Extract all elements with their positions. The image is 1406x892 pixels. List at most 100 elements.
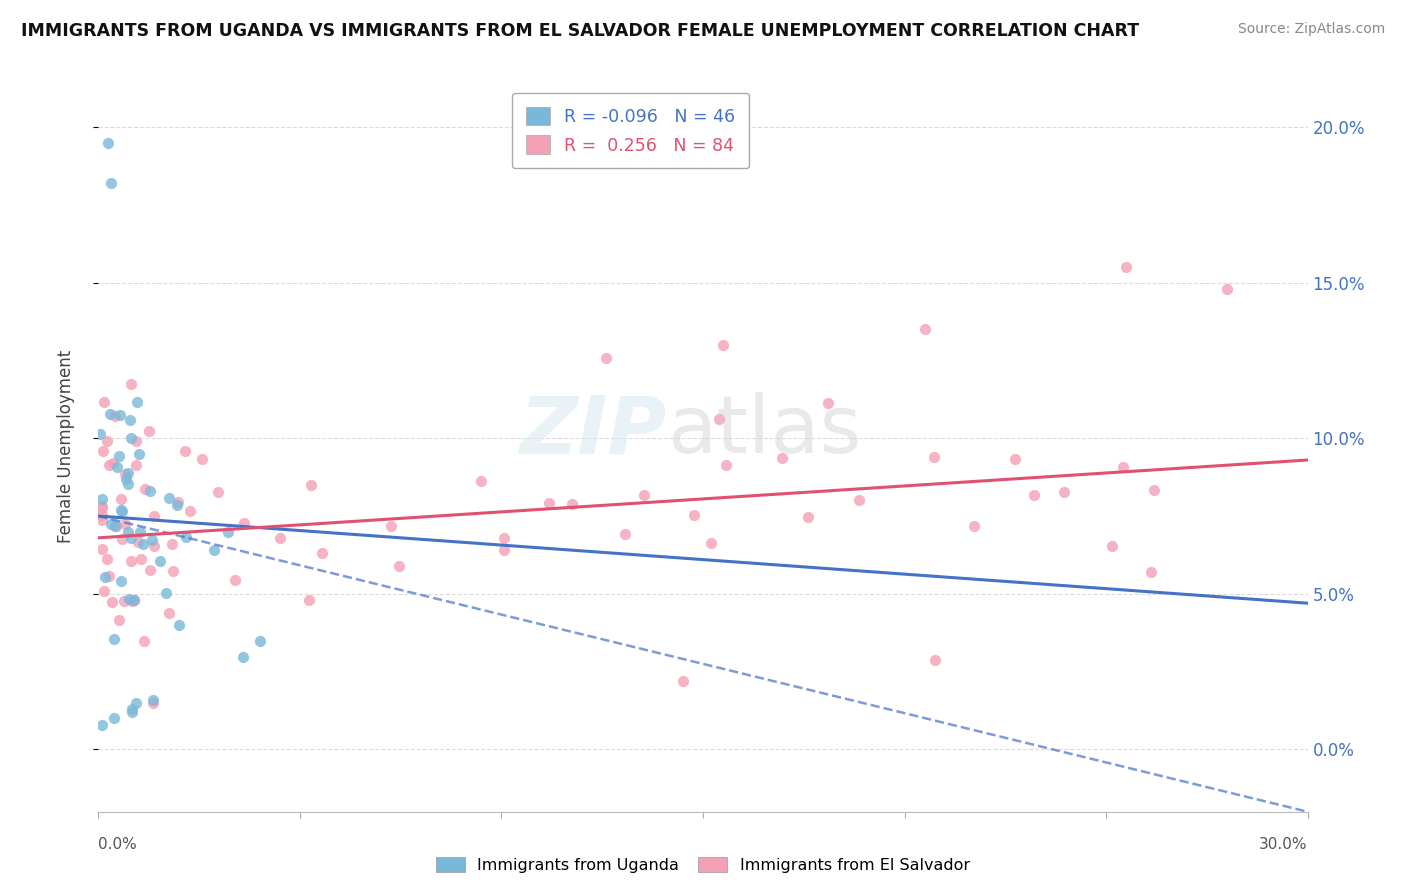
Point xyxy=(143,509,166,524)
Point xyxy=(97,136,120,150)
Point xyxy=(142,692,165,706)
Point xyxy=(138,424,160,438)
Point xyxy=(1115,260,1137,274)
Point xyxy=(538,496,561,510)
Point xyxy=(124,593,146,607)
Point xyxy=(118,413,141,427)
Point xyxy=(120,531,142,545)
Point xyxy=(848,493,870,508)
Point xyxy=(561,498,583,512)
Point xyxy=(117,476,139,491)
Point xyxy=(633,488,655,502)
Point xyxy=(125,395,148,409)
Point xyxy=(139,563,162,577)
Point xyxy=(388,559,411,574)
Point xyxy=(120,376,142,391)
Text: 30.0%: 30.0% xyxy=(1260,837,1308,852)
Point xyxy=(963,518,986,533)
Text: atlas: atlas xyxy=(666,392,860,470)
Point xyxy=(110,408,132,422)
Point xyxy=(139,484,162,499)
Point xyxy=(100,594,122,608)
Point xyxy=(311,546,333,560)
Text: 0.0%: 0.0% xyxy=(98,837,138,852)
Point xyxy=(672,673,695,688)
Point xyxy=(143,539,166,553)
Point xyxy=(100,516,122,531)
Point xyxy=(700,536,723,550)
Point xyxy=(772,450,794,465)
Point xyxy=(104,519,127,533)
Point xyxy=(1022,488,1045,502)
Point xyxy=(217,524,239,539)
Point xyxy=(101,456,124,470)
Point xyxy=(162,537,184,551)
Point xyxy=(98,569,121,583)
Point xyxy=(249,633,271,648)
Text: Source: ZipAtlas.com: Source: ZipAtlas.com xyxy=(1237,22,1385,37)
Point xyxy=(167,495,190,509)
Point xyxy=(173,444,195,458)
Point xyxy=(125,434,148,449)
Point xyxy=(922,450,945,464)
Point xyxy=(90,491,112,506)
Point xyxy=(157,606,180,620)
Point xyxy=(93,395,115,409)
Point xyxy=(132,537,155,551)
Point xyxy=(494,531,516,545)
Legend: R = -0.096   N = 46, R =  0.256   N = 84: R = -0.096 N = 46, R = 0.256 N = 84 xyxy=(512,93,749,169)
Point xyxy=(110,504,132,518)
Point xyxy=(179,504,201,518)
Y-axis label: Female Unemployment: Female Unemployment xyxy=(56,350,75,542)
Point xyxy=(595,351,617,366)
Point xyxy=(149,554,172,568)
Point xyxy=(117,467,139,481)
Point xyxy=(1142,483,1164,497)
Text: ZIP: ZIP xyxy=(519,392,666,470)
Point xyxy=(125,696,148,710)
Point xyxy=(233,516,256,531)
Point xyxy=(94,570,117,584)
Point xyxy=(104,409,127,424)
Point xyxy=(103,632,125,646)
Point xyxy=(707,412,730,426)
Point xyxy=(125,458,148,472)
Point xyxy=(96,434,118,448)
Point xyxy=(110,574,132,588)
Point xyxy=(89,427,111,442)
Point xyxy=(683,508,706,523)
Point xyxy=(204,543,226,558)
Point xyxy=(122,593,145,607)
Point xyxy=(1140,565,1163,579)
Point xyxy=(1216,282,1239,296)
Point xyxy=(141,533,163,548)
Point xyxy=(111,532,134,546)
Point xyxy=(924,653,946,667)
Point xyxy=(380,518,402,533)
Point xyxy=(91,443,114,458)
Point xyxy=(91,500,114,515)
Point xyxy=(108,449,131,463)
Point xyxy=(714,458,737,473)
Point xyxy=(114,467,136,482)
Point xyxy=(232,649,254,664)
Point xyxy=(91,500,114,514)
Point xyxy=(121,705,143,719)
Point xyxy=(796,510,818,524)
Point xyxy=(298,592,321,607)
Point xyxy=(114,517,136,532)
Point xyxy=(191,451,214,466)
Point xyxy=(132,633,155,648)
Point xyxy=(96,552,118,566)
Point xyxy=(105,460,128,475)
Point xyxy=(1004,451,1026,466)
Point xyxy=(711,338,734,352)
Point xyxy=(103,711,125,725)
Point xyxy=(91,513,114,527)
Point xyxy=(120,554,142,568)
Point xyxy=(117,524,139,539)
Point xyxy=(98,407,121,421)
Point xyxy=(166,498,188,512)
Point xyxy=(176,530,198,544)
Point xyxy=(207,485,229,500)
